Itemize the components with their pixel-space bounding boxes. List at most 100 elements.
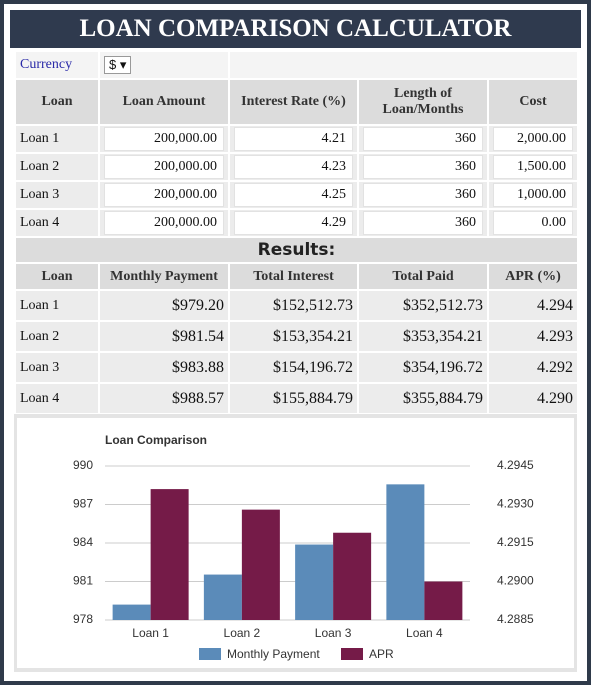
input-cell: 4.25 [228, 180, 359, 210]
input-box[interactable]: 200,000.00 [104, 211, 224, 235]
result-cell: 4.294 [486, 289, 580, 322]
loan-name: Loan 1 [14, 124, 100, 154]
column-header: Total Interest [228, 262, 359, 291]
input-row: Loan 2 200,000.00 4.23 360 1,500.00 [14, 152, 580, 182]
input-cell: 4.21 [228, 124, 359, 154]
y2-tick-label: 4.2915 [497, 535, 534, 549]
y2-tick-label: 4.2900 [497, 574, 534, 588]
loan-name: Loan 2 [14, 152, 100, 182]
result-cell: 4.293 [486, 320, 580, 353]
input-cell: 360 [357, 180, 489, 210]
loan-name: Loan 3 [14, 351, 100, 384]
input-box[interactable]: 4.23 [234, 155, 353, 179]
x-tick-label: Loan 2 [224, 626, 261, 640]
result-cell: 4.292 [486, 351, 580, 384]
bar [150, 489, 189, 620]
chart-panel: Loan Comparison 978 981 984 987 990 4.2885 4.2… [14, 414, 577, 672]
input-cell: 1,500.00 [486, 152, 580, 182]
input-box[interactable]: 360 [363, 127, 483, 151]
input-row: Loan 1 200,000.00 4.21 360 2,000.00 [14, 124, 580, 154]
results-title: Results: [13, 236, 580, 264]
header-row: Loan Monthly Payment Total Interest Total P… [14, 262, 580, 291]
input-cell: 200,000.00 [98, 152, 230, 182]
input-box[interactable]: 200,000.00 [104, 183, 224, 207]
input-cell: 360 [357, 124, 489, 154]
header-row: Loan Loan Amount Interest Rate (%) Length o… [14, 78, 580, 126]
legend-label: Monthly Payment [227, 647, 320, 661]
bar [241, 509, 280, 620]
result-cell: $153,354.21 [228, 320, 359, 353]
currency-label: Currency [14, 50, 100, 80]
bar [424, 581, 463, 620]
input-box[interactable]: 0.00 [493, 211, 574, 235]
calculator: LOAN COMPARISON CALCULATOR Currency $ ▾ … [4, 4, 587, 681]
input-cell: 4.23 [228, 152, 359, 182]
bar [112, 604, 151, 620]
x-tick-label: Loan 4 [406, 626, 443, 640]
column-header: Loan [14, 78, 100, 126]
chart-title: Loan Comparison [105, 433, 207, 447]
x-tick-label: Loan 1 [132, 626, 169, 640]
bar [386, 484, 425, 620]
result-cell: $154,196.72 [228, 351, 359, 384]
input-box[interactable]: 200,000.00 [104, 155, 224, 179]
result-cell: $355,884.79 [357, 382, 489, 415]
input-cell: 200,000.00 [98, 124, 230, 154]
input-box[interactable]: 2,000.00 [493, 127, 574, 151]
input-row: Loan 3 200,000.00 4.25 360 1,000.00 [14, 180, 580, 210]
input-box[interactable]: 4.25 [234, 183, 353, 207]
input-cell: 0.00 [486, 208, 580, 238]
legend-label: APR [369, 647, 394, 661]
result-cell: $983.88 [98, 351, 230, 384]
bar [295, 544, 334, 620]
input-box[interactable]: 4.29 [234, 211, 353, 235]
result-cell: $152,512.73 [228, 289, 359, 322]
legend-swatch [199, 648, 221, 660]
input-cell: 2,000.00 [486, 124, 580, 154]
bar [333, 532, 372, 620]
legend-swatch [341, 648, 363, 660]
result-row: Loan 3 $983.88 $154,196.72 $354,196.72 4.292 [14, 351, 580, 384]
input-box[interactable]: 200,000.00 [104, 127, 224, 151]
input-table: Currency $ ▾ Loan Loan Amount Interest Rat… [13, 50, 580, 415]
loan-name: Loan 2 [14, 320, 100, 353]
result-cell: $988.57 [98, 382, 230, 415]
input-cell: 200,000.00 [98, 180, 230, 210]
input-row: Loan 4 200,000.00 4.29 360 0.00 [14, 208, 580, 238]
input-box[interactable]: 4.21 [234, 127, 353, 151]
column-header: Cost [486, 78, 580, 126]
result-cell: $352,512.73 [357, 289, 489, 322]
input-cell: 360 [357, 152, 489, 182]
result-cell: $155,884.79 [228, 382, 359, 415]
y2-tick-label: 4.2930 [497, 497, 534, 511]
loan-name: Loan 4 [14, 382, 100, 415]
chart: Loan Comparison 978 981 984 987 990 4.2885 4.2… [17, 418, 574, 668]
input-box[interactable]: 360 [363, 183, 483, 207]
column-header: APR (%) [486, 262, 580, 291]
bar [203, 574, 242, 620]
column-header: Loan Amount [98, 78, 230, 126]
title-bar: LOAN COMPARISON CALCULATOR [10, 10, 581, 48]
result-cell: $354,196.72 [357, 351, 489, 384]
input-box[interactable]: 360 [363, 211, 483, 235]
y-tick-label: 981 [73, 574, 93, 588]
result-cell: 4.290 [486, 382, 580, 415]
column-header: Total Paid [357, 262, 489, 291]
x-tick-label: Loan 3 [315, 626, 352, 640]
input-box[interactable]: 1,500.00 [493, 155, 574, 179]
result-row: Loan 1 $979.20 $152,512.73 $352,512.73 4.294 [14, 289, 580, 322]
input-box[interactable]: 360 [363, 155, 483, 179]
currency-select[interactable]: $ ▾ [104, 56, 132, 74]
input-box[interactable]: 1,000.00 [493, 183, 574, 207]
loan-name: Loan 3 [14, 180, 100, 210]
y-tick-label: 984 [73, 535, 93, 549]
column-header: Loan [14, 262, 100, 291]
loan-name: Loan 4 [14, 208, 100, 238]
result-cell: $981.54 [98, 320, 230, 353]
input-cell: 360 [357, 208, 489, 238]
input-cell: 4.29 [228, 208, 359, 238]
result-row: Loan 4 $988.57 $155,884.79 $355,884.79 4.290 [14, 382, 580, 415]
loan-name: Loan 1 [14, 289, 100, 322]
result-cell: $979.20 [98, 289, 230, 322]
